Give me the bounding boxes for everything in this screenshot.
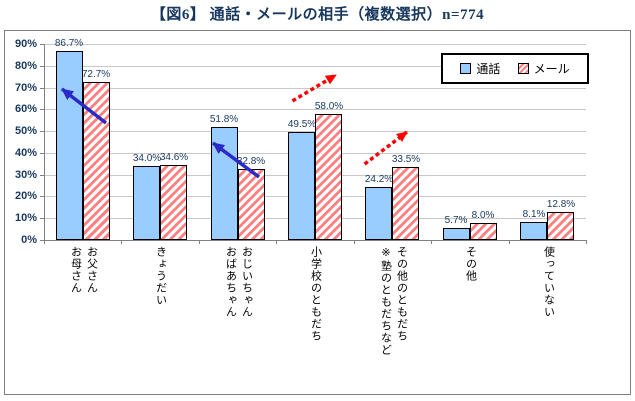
bar-call [520, 222, 547, 240]
x-tick-mark [354, 240, 355, 244]
y-axis-tick-label: 40% [14, 147, 37, 159]
value-label: 24.2% [364, 174, 394, 185]
value-label: 8.0% [471, 210, 495, 221]
y-axis-tick-label: 80% [14, 60, 37, 72]
bar-call [56, 51, 83, 240]
x-tick-mark [199, 240, 200, 244]
y-tick-mark [40, 218, 44, 219]
y-tick-mark [40, 109, 44, 110]
category-label-text: きょうだい [154, 246, 167, 306]
gridline [44, 109, 586, 110]
y-tick-mark [40, 196, 44, 197]
y-axis-tick-label: 0% [21, 234, 37, 246]
y-tick-mark [40, 44, 44, 45]
bar-mail [470, 223, 497, 240]
chart-title: 【図6】 通話・メールの相手（複数選択）n=774 [150, 7, 485, 23]
bar-mail [392, 167, 419, 240]
bar-mail [83, 82, 110, 240]
y-axis-tick-label: 60% [14, 103, 37, 115]
bar-call [211, 127, 238, 240]
y-axis [44, 44, 45, 240]
y-tick-mark [40, 175, 44, 176]
y-tick-mark [40, 88, 44, 89]
category-label: その他 [431, 246, 508, 392]
x-tick-mark [431, 240, 432, 244]
gridline [44, 66, 586, 67]
category-label: 使っていない [509, 246, 586, 392]
value-label: 51.8% [209, 114, 239, 125]
legend: 通話 メール [441, 53, 589, 84]
y-tick-mark [40, 131, 44, 132]
value-label: 12.8% [546, 199, 576, 210]
bar-call [443, 228, 470, 240]
category-label: きょうだい [121, 246, 198, 392]
bar-call [288, 132, 315, 240]
category-label-text: その他のともだち ※塾のともだちなど [379, 246, 408, 356]
x-tick-mark [586, 240, 587, 244]
category-label-text: その他 [464, 246, 477, 282]
category-label-text: 小学校のともだち [309, 246, 322, 342]
category-label: お父さん お母さん [44, 246, 121, 392]
y-tick-mark [40, 66, 44, 67]
x-tick-mark [44, 240, 45, 244]
x-tick-mark [121, 240, 122, 244]
bar-call [365, 187, 392, 240]
legend-label-call: 通話 [476, 62, 501, 76]
bar-mail [160, 165, 187, 240]
value-label: 33.5% [391, 154, 421, 165]
value-label: 86.7% [54, 38, 84, 49]
category-label-text: おじいちゃん おばあちゃん [224, 246, 253, 318]
y-axis-tick-label: 50% [14, 125, 37, 137]
legend-label-mail: メール [533, 62, 570, 76]
category-label: おじいちゃん おばあちゃん [199, 246, 276, 392]
legend-item-mail: メール [517, 60, 570, 77]
mail-swatch-icon [517, 63, 529, 74]
category-label-text: 使っていない [542, 246, 555, 318]
bar-call [133, 166, 160, 240]
x-axis [44, 240, 587, 241]
value-label: 5.7% [444, 215, 468, 226]
gridline [44, 44, 586, 45]
y-axis-tick-label: 70% [14, 82, 37, 94]
bar-mail [547, 212, 574, 240]
category-label: その他のともだち ※塾のともだちなど [354, 246, 431, 392]
y-axis-tick-label: 20% [14, 190, 37, 202]
value-label: 32.8% [236, 156, 266, 167]
y-tick-mark [40, 240, 44, 241]
y-axis-tick-label: 90% [14, 38, 37, 50]
call-swatch-icon [460, 63, 472, 74]
bar-mail [238, 169, 265, 240]
gridline [44, 88, 586, 89]
y-tick-mark [40, 153, 44, 154]
value-label: 72.7% [81, 69, 111, 80]
category-label: 小学校のともだち [276, 246, 353, 392]
value-label: 34.6% [159, 152, 189, 163]
bar-mail [315, 114, 342, 240]
category-label-text: お父さん お母さん [69, 246, 98, 294]
y-axis-tick-label: 30% [14, 169, 37, 181]
legend-item-call: 通話 [460, 60, 500, 77]
x-tick-mark [509, 240, 510, 244]
value-label: 8.1% [522, 209, 546, 220]
y-axis-tick-label: 10% [14, 212, 37, 224]
value-label: 58.0% [314, 101, 344, 112]
value-label: 34.0% [132, 153, 162, 164]
value-label: 49.5% [287, 119, 317, 130]
x-tick-mark [276, 240, 277, 244]
